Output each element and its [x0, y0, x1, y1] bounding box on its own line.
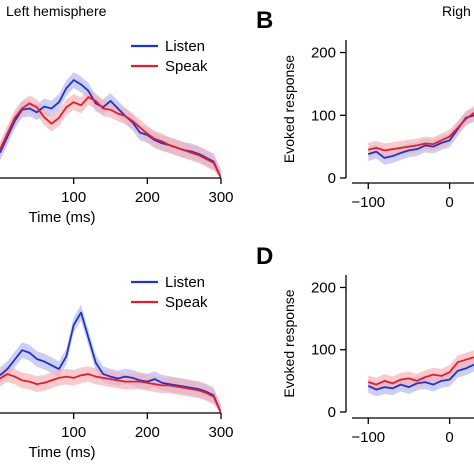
x-tick-label: −100	[351, 429, 385, 446]
band-speak-c	[0, 366, 221, 413]
panel-b-chart: −100 0 0 100 200 Evoked response	[281, 40, 474, 211]
legend-label-speak: Speak	[165, 294, 208, 311]
panel-label-d: D	[256, 243, 273, 270]
y-axis-title: Evoked response	[281, 55, 297, 163]
line-speak-b	[368, 112, 474, 152]
x-tick-label: 300	[208, 424, 233, 441]
y-tick-label: 100	[311, 107, 336, 124]
panel-label-b: B	[256, 7, 273, 34]
plot-area-b	[368, 105, 474, 165]
x-axis-title: Time (ms)	[29, 444, 96, 461]
band-listen-a	[0, 72, 221, 178]
x-tick-label: 100	[61, 189, 86, 206]
x-axis-title: Time (ms)	[29, 209, 96, 226]
y-tick-label: 0	[328, 170, 336, 187]
x-tick-label: 200	[135, 189, 160, 206]
x-tick-label: 0	[445, 429, 453, 446]
x-tick-label: 200	[135, 424, 160, 441]
band-listen-c	[0, 304, 221, 413]
legend-label-speak: Speak	[165, 58, 208, 75]
x-tick-label: −100	[351, 194, 385, 211]
x-axis-b: −100 0	[351, 182, 474, 211]
panel-c-chart: 100 200 300 Time (ms) Listen Speak	[0, 274, 234, 461]
legend-a: Listen Speak	[131, 38, 208, 75]
legend-label-listen: Listen	[165, 274, 205, 291]
y-axis-d: 0 100 200 Evoked response	[281, 275, 347, 421]
legend-c: Listen Speak	[131, 274, 208, 311]
x-tick-label: 0	[445, 194, 453, 211]
left-hemisphere-title: Left hemisphere	[6, 3, 107, 19]
y-axis-b: 0 100 200 Evoked response	[281, 40, 347, 187]
panel-a-chart: 100 200 300 Time (ms) Listen Speak	[0, 38, 234, 226]
band-speak-b	[368, 105, 474, 158]
x-axis-c: 100 200 300 Time (ms)	[0, 412, 234, 461]
plot-area-a	[0, 72, 221, 179]
band-speak-d	[368, 350, 474, 392]
panel-d-chart: −100 0 0 100 200 Evoked response	[281, 275, 474, 446]
right-hemisphere-title: Righ	[442, 3, 471, 19]
line-listen-d	[367, 363, 474, 391]
y-tick-label: 200	[311, 279, 336, 296]
x-axis-a: 100 200 300 Time (ms)	[0, 177, 234, 226]
line-speak-d	[368, 356, 474, 386]
band-speak-a	[0, 89, 221, 178]
plot-area-d	[367, 350, 474, 397]
y-axis-title: Evoked response	[281, 289, 297, 397]
line-speak-a	[0, 96, 221, 179]
x-tick-label: 300	[208, 189, 233, 206]
plot-area-c	[0, 304, 221, 414]
line-listen-b	[368, 114, 474, 159]
line-speak-c	[0, 373, 221, 414]
y-tick-label: 200	[311, 45, 336, 62]
x-tick-label: 100	[61, 424, 86, 441]
y-tick-label: 0	[328, 404, 336, 421]
x-axis-d: −100 0	[351, 417, 474, 446]
legend-label-listen: Listen	[165, 38, 205, 55]
line-listen-c	[0, 311, 221, 414]
y-tick-label: 100	[311, 342, 336, 359]
